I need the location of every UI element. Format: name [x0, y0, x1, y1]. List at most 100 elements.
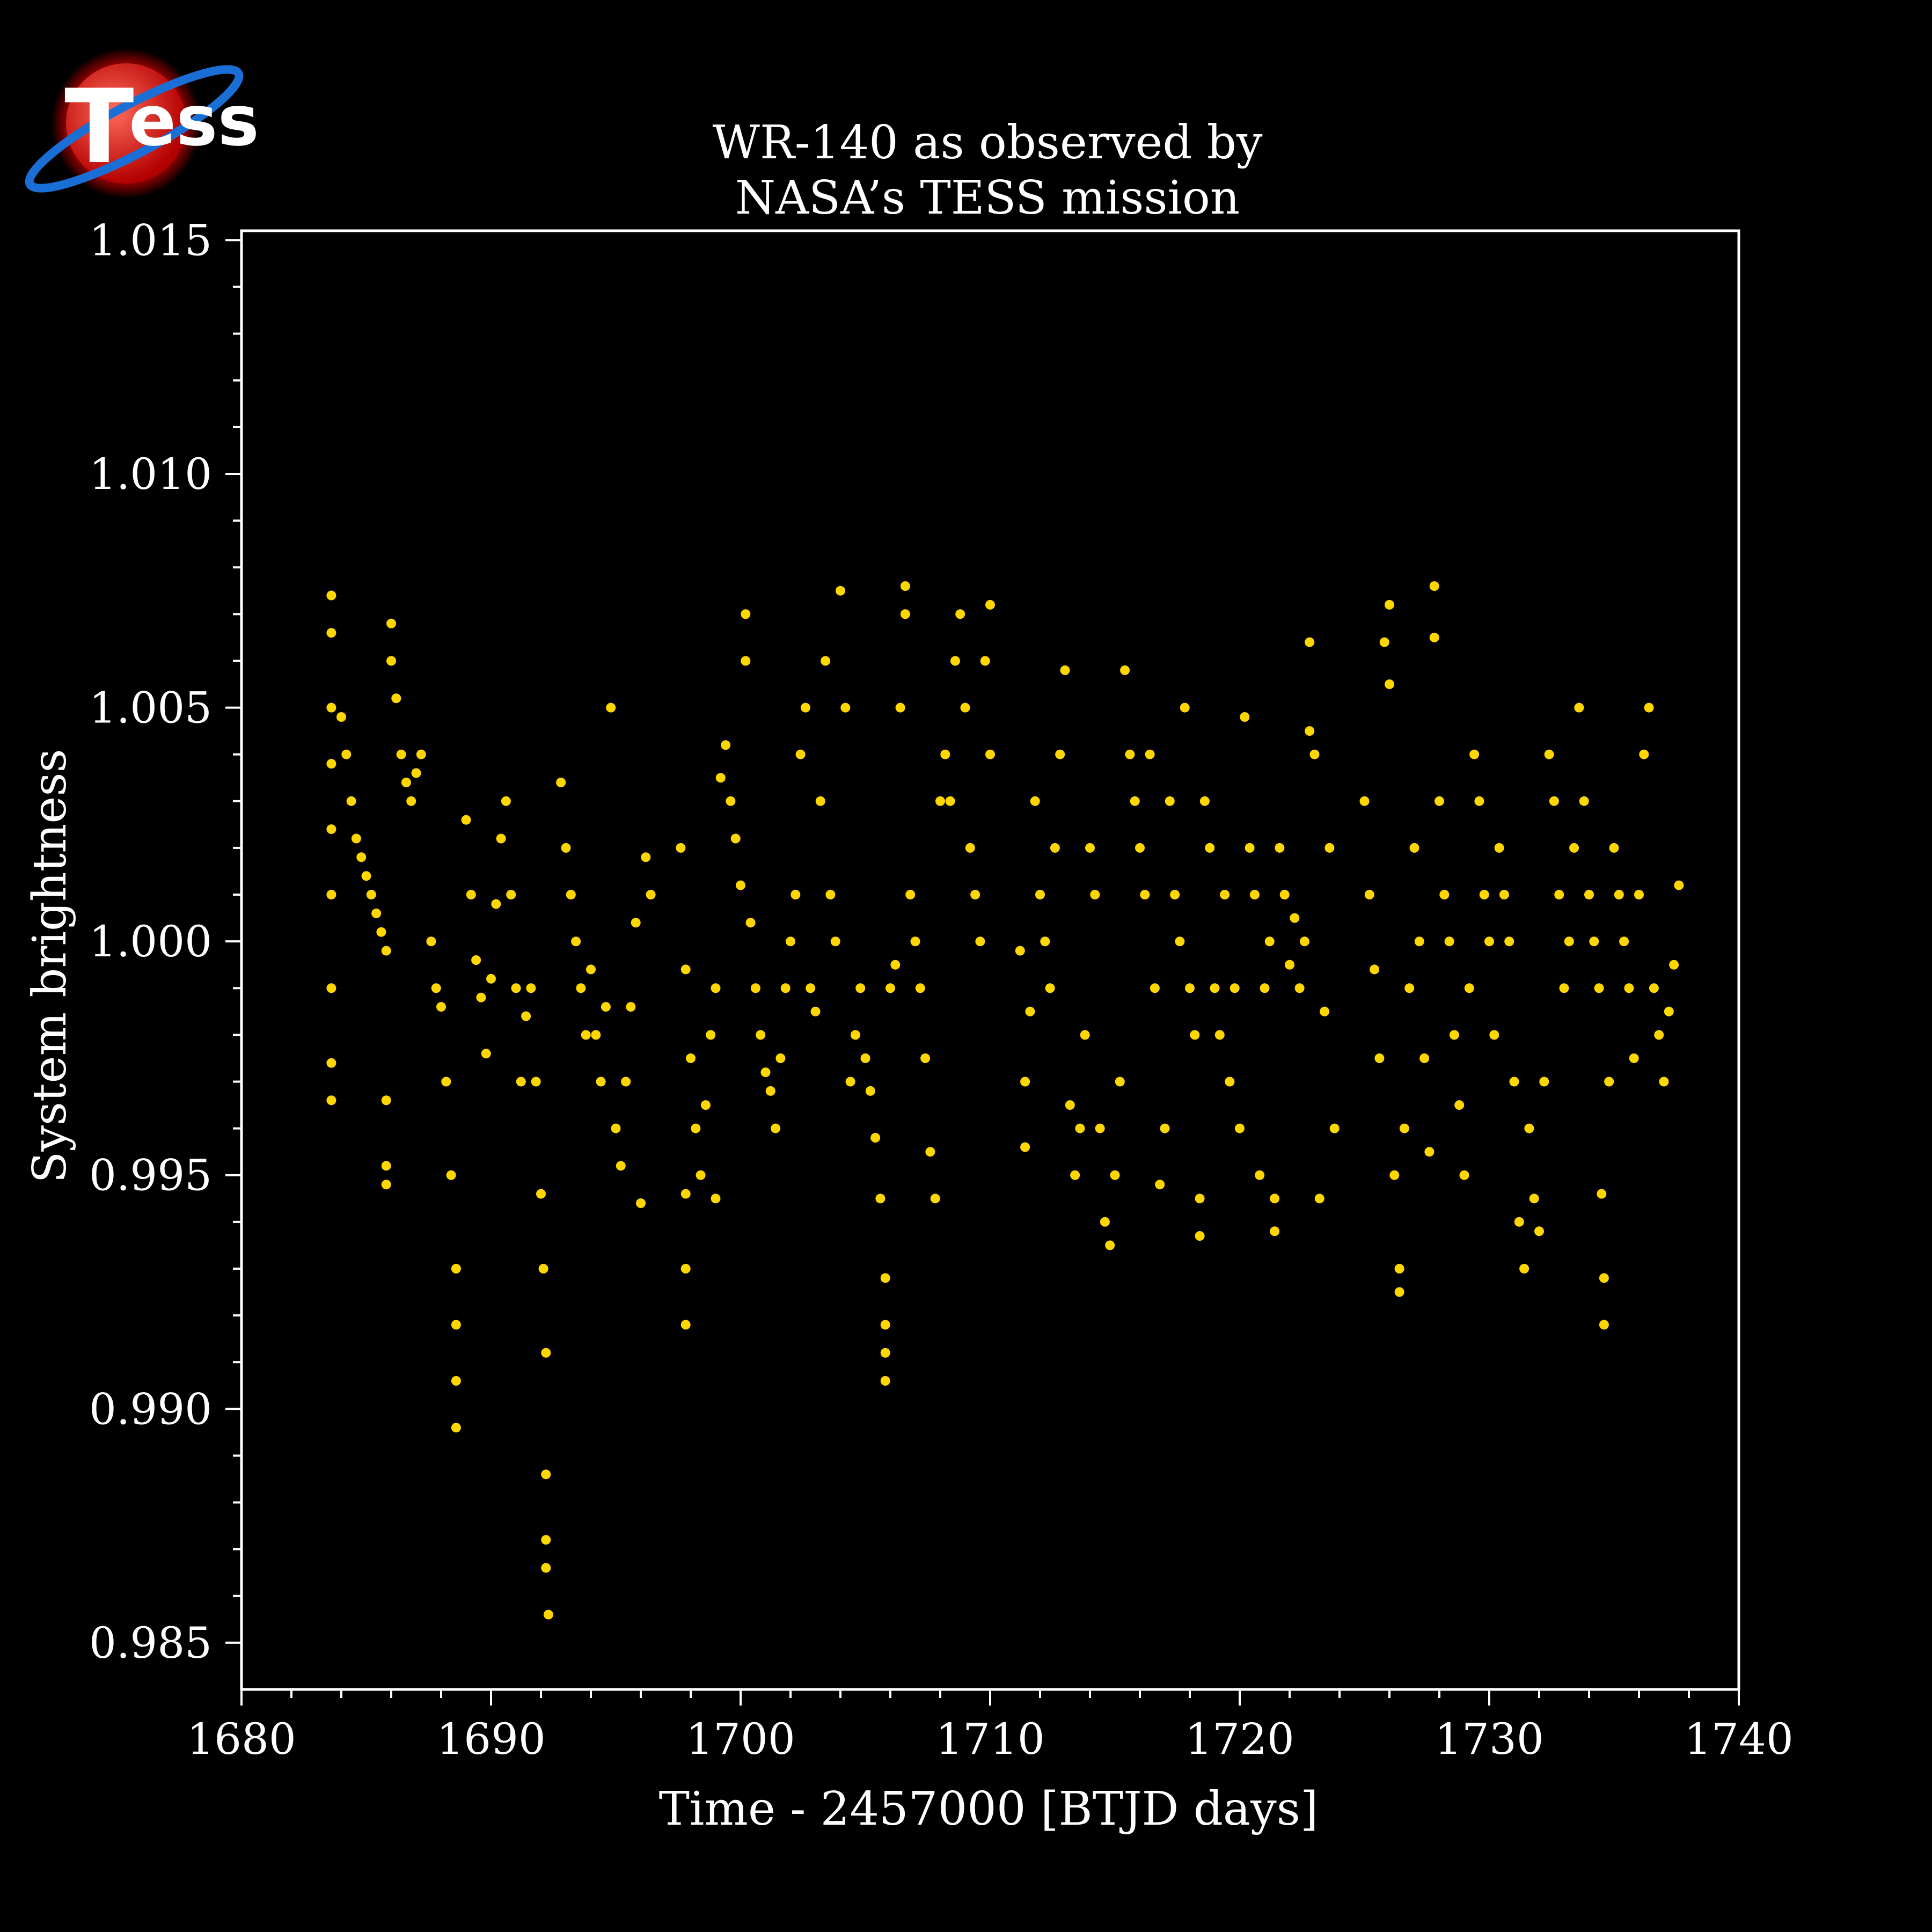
data-point [765, 1086, 775, 1096]
data-point [326, 890, 336, 899]
data-point [391, 693, 401, 704]
data-point [538, 1264, 548, 1274]
data-point [1604, 1077, 1614, 1087]
data-point [865, 1086, 875, 1096]
data-point [401, 778, 411, 787]
data-point [950, 656, 960, 666]
data-point [506, 890, 516, 899]
data-point [1305, 637, 1315, 647]
data-point [810, 1006, 821, 1016]
data-point [1075, 1123, 1085, 1133]
data-point [985, 599, 995, 610]
data-point [1255, 1170, 1265, 1180]
data-point [1245, 843, 1255, 853]
data-point [915, 983, 925, 993]
data-point [1385, 599, 1394, 610]
data-point [1285, 960, 1294, 970]
data-point [376, 927, 386, 937]
data-point [1449, 1030, 1459, 1040]
data-point [715, 773, 726, 783]
data-point [721, 740, 731, 750]
y-tick-label: 1.005 [89, 683, 212, 733]
data-point [1020, 1142, 1030, 1152]
data-point [795, 749, 806, 759]
data-point [895, 702, 905, 713]
data-point [940, 749, 950, 759]
data-point [1225, 1077, 1235, 1087]
data-point [1160, 1123, 1170, 1133]
data-point [1594, 983, 1604, 993]
data-point [543, 1609, 553, 1620]
data-point [930, 1194, 940, 1204]
data-point [1524, 1123, 1534, 1133]
data-point [1145, 749, 1155, 759]
data-point [536, 1189, 546, 1199]
data-point [451, 1264, 461, 1274]
data-point [1055, 749, 1065, 759]
data-point [1459, 1170, 1469, 1180]
data-point [1275, 843, 1285, 853]
data-point [1040, 936, 1050, 947]
data-point [1085, 843, 1095, 853]
data-point [1080, 1030, 1090, 1040]
data-point [1444, 936, 1454, 947]
data-point [1060, 665, 1070, 675]
data-point [336, 712, 346, 722]
data-point [1394, 1287, 1404, 1297]
data-point [1499, 890, 1509, 899]
data-point [1185, 983, 1195, 993]
data-point [431, 983, 441, 993]
data-point [1020, 1077, 1030, 1087]
data-point [326, 1058, 336, 1068]
data-point [840, 702, 851, 713]
x-tick-label: 1720 [1185, 1714, 1294, 1764]
data-point [910, 936, 920, 947]
data-point [346, 796, 356, 806]
data-point [1514, 1217, 1524, 1227]
data-point [680, 1320, 691, 1330]
data-point [736, 880, 745, 890]
data-point [1030, 796, 1040, 806]
data-point [1624, 983, 1634, 993]
data-point [1165, 796, 1175, 806]
data-point [1639, 749, 1649, 759]
data-point [1309, 749, 1320, 759]
data-point [1195, 1194, 1205, 1204]
y-tick-label: 0.995 [89, 1151, 212, 1201]
data-point [1539, 1077, 1549, 1087]
y-tick-label: 0.990 [89, 1384, 212, 1434]
data-point [1564, 936, 1574, 947]
data-point [1489, 1030, 1499, 1040]
data-point [1120, 665, 1130, 675]
data-point [696, 1170, 706, 1180]
data-point [1469, 749, 1480, 759]
data-point [1015, 946, 1025, 956]
data-point [481, 1049, 491, 1059]
data-point [501, 796, 511, 806]
data-point [700, 1100, 711, 1110]
data-point [1105, 1240, 1115, 1250]
data-point [1130, 796, 1140, 806]
data-point [706, 1030, 716, 1040]
x-tick-label: 1690 [436, 1714, 546, 1764]
data-point [381, 946, 391, 956]
data-point [1659, 1077, 1669, 1087]
data-point [1220, 890, 1230, 899]
data-point [1320, 1006, 1330, 1016]
data-point [451, 1423, 461, 1433]
logo-text-rest: ess [129, 80, 259, 162]
data-point [680, 964, 691, 975]
data-point [1629, 1053, 1639, 1063]
data-point [1195, 1231, 1205, 1241]
data-point [1210, 983, 1220, 993]
data-point [1454, 1100, 1465, 1110]
data-point [726, 796, 736, 806]
data-point [1554, 890, 1564, 899]
data-point [1155, 1180, 1165, 1190]
data-point [1370, 964, 1380, 975]
data-point [1409, 843, 1419, 853]
data-point [1599, 1273, 1609, 1283]
data-point [326, 590, 336, 601]
data-point [396, 749, 406, 759]
